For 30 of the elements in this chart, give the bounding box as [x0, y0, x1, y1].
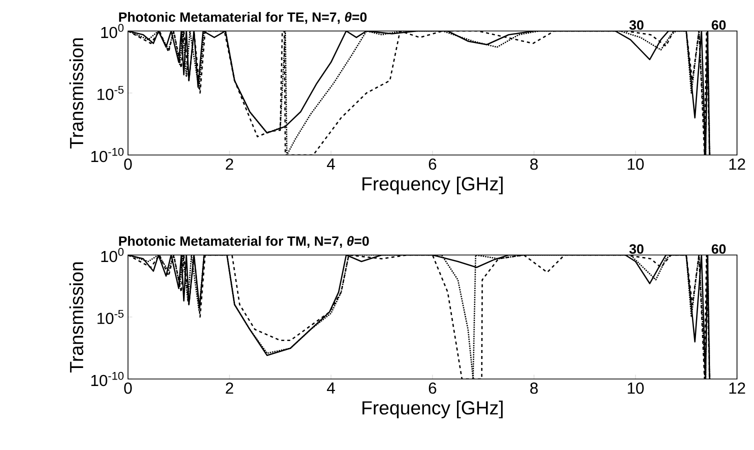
- y-tick-label: 10$^{0}$: [101, 24, 124, 38]
- y-tick-label: 10$^{-10}$: [91, 148, 124, 162]
- y-axis-title: Transmission: [69, 262, 84, 372]
- x-tick-label: 10: [628, 382, 644, 394]
- chart-title: Photonic Metamaterial for TM, N=7, θ=0: [119, 236, 369, 248]
- x-tick-label: 4: [326, 382, 335, 394]
- text: 30: [629, 20, 644, 30]
- x-tick-label: 8: [530, 158, 538, 170]
- x-tick-label: 8: [530, 382, 538, 394]
- text: 60: [712, 20, 726, 30]
- x-tick-label: 6: [428, 382, 436, 394]
- y-axis-title: Transmission: [69, 38, 84, 148]
- x-axis-title: Frequency [GHz]: [362, 176, 503, 194]
- x-tick-label: 2: [226, 158, 234, 170]
- x-tick-label: 0: [124, 158, 132, 170]
- y-tick-label: 10$^{-5}$: [98, 310, 124, 324]
- x-tick-label: 12: [729, 158, 746, 170]
- x-tick-label: 2: [226, 382, 234, 394]
- y-tick-label: 10$^{-5}$: [98, 86, 124, 100]
- text: 60: [712, 244, 726, 254]
- text: 30: [629, 244, 644, 254]
- x-axis-title: Frequency [GHz]: [362, 400, 503, 418]
- x-tick-label: 4: [326, 158, 335, 170]
- y-tick-label: 10$^{-10}$: [91, 372, 124, 386]
- x-tick-label: 10: [628, 158, 644, 170]
- x-tick-label: 6: [428, 158, 436, 170]
- x-tick-label: 0: [124, 382, 132, 394]
- chart-title: Photonic Metamaterial for TE, N=7, θ=0: [119, 12, 367, 24]
- x-tick-label: 12: [729, 382, 746, 394]
- y-tick-label: 10$^{0}$: [101, 248, 124, 262]
